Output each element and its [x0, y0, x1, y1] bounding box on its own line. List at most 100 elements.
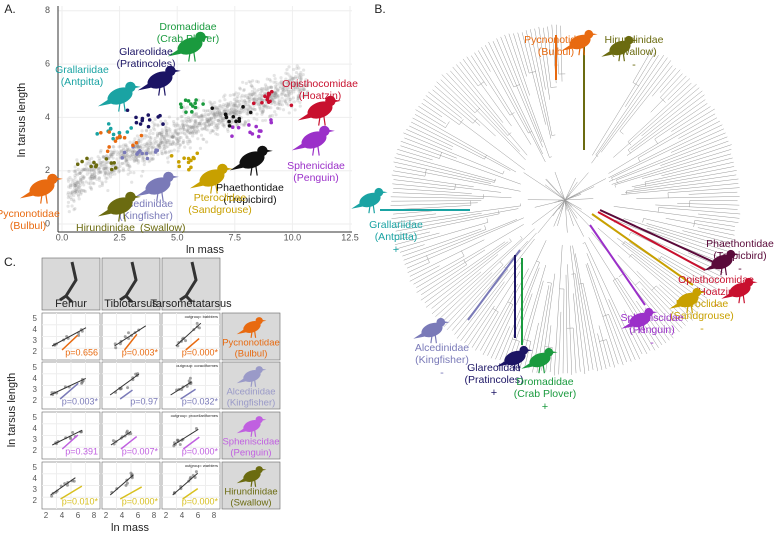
tree-branch: [630, 94, 705, 151]
background-point: [276, 102, 280, 106]
tree-branch: [393, 179, 502, 193]
tree-branch: [500, 36, 543, 142]
background-point: [145, 146, 149, 150]
background-point: [253, 92, 257, 96]
background-point: [272, 100, 277, 104]
background-point: [302, 68, 306, 72]
background-point: [248, 105, 252, 109]
background-point: [97, 178, 102, 183]
background-point: [156, 133, 160, 137]
bird-body: [239, 151, 265, 169]
background-point: [212, 113, 217, 117]
bird-tail: [669, 302, 681, 309]
sign: -: [650, 337, 654, 349]
background-point: [211, 110, 215, 114]
background-point: [257, 97, 261, 101]
background-point: [193, 121, 197, 126]
background-point: [291, 80, 295, 84]
background-point: [158, 143, 162, 147]
bird-leg: [582, 47, 585, 56]
family-point: [134, 115, 138, 120]
background-point: [119, 150, 124, 154]
family-point: [134, 140, 139, 145]
background-point: [209, 117, 213, 121]
background-point: [305, 91, 309, 95]
background-point: [164, 128, 168, 132]
tree-branch: [626, 174, 737, 192]
family-common-name: (Penguin): [629, 324, 675, 336]
bird-leg: [312, 146, 315, 156]
tree-branch: [415, 109, 446, 128]
bird-beak: [752, 281, 758, 284]
tree-branch: [404, 137, 457, 159]
bird-tail: [721, 292, 733, 299]
background-point: [255, 100, 259, 104]
background-point: [187, 137, 191, 142]
background-point: [117, 145, 121, 149]
bird-leg: [156, 192, 159, 202]
family-point: [117, 134, 122, 139]
tree-branch: [608, 108, 715, 174]
background-point: [104, 180, 108, 184]
background-point: [163, 143, 167, 147]
bird-body: [29, 179, 55, 197]
background-point: [193, 119, 197, 123]
x-tick-label: 8: [92, 511, 97, 520]
background-point: [99, 162, 103, 166]
bird-leg: [193, 52, 196, 62]
background-point: [149, 140, 153, 144]
background-point: [126, 148, 130, 152]
background-point: [242, 99, 246, 103]
tree-branch: [564, 178, 607, 201]
background-point: [206, 119, 211, 123]
bird-leg: [255, 166, 258, 176]
background-point: [268, 77, 272, 82]
background-point: [260, 98, 264, 102]
bird-body: [107, 197, 133, 215]
tree-arc: [657, 207, 659, 213]
background-point: [297, 73, 301, 77]
family-point: [248, 110, 253, 115]
y-tick-label: 5: [33, 363, 38, 372]
background-point: [90, 174, 94, 179]
background-point: [208, 117, 212, 121]
background-point: [294, 81, 299, 85]
background-point: [186, 115, 190, 120]
background-point: [273, 100, 277, 104]
background-point: [99, 163, 103, 167]
background-point: [296, 86, 300, 90]
background-point: [194, 120, 198, 124]
background-point: [72, 185, 77, 190]
background-point: [297, 92, 302, 96]
background-point: [146, 149, 150, 153]
background-point: [199, 118, 203, 122]
background-point: [118, 152, 123, 156]
bird-beak: [552, 351, 558, 354]
background-point: [286, 88, 290, 92]
bird-head: [125, 191, 136, 203]
background-point: [142, 162, 146, 167]
background-point: [295, 66, 299, 71]
background-point: [98, 150, 103, 154]
background-point: [87, 159, 91, 163]
background-point: [276, 106, 280, 110]
p-value: p=0.000*: [182, 347, 219, 357]
family-point: [89, 164, 93, 169]
background-point: [149, 135, 153, 140]
background-point: [273, 95, 277, 99]
family-point: [134, 120, 139, 125]
family-name: Grallariidae: [55, 64, 109, 76]
background-point: [183, 123, 187, 127]
background-point: [77, 189, 81, 193]
background-point: [236, 104, 241, 108]
background-point: [260, 112, 264, 116]
background-point: [219, 106, 223, 110]
background-point: [173, 128, 177, 132]
tree-branch: [402, 228, 482, 257]
tree-arc: [628, 232, 632, 236]
background-point: [256, 80, 261, 84]
background-point: [73, 188, 77, 193]
background-point: [301, 94, 305, 98]
tree-arc: [619, 131, 624, 135]
background-point: [125, 160, 129, 164]
